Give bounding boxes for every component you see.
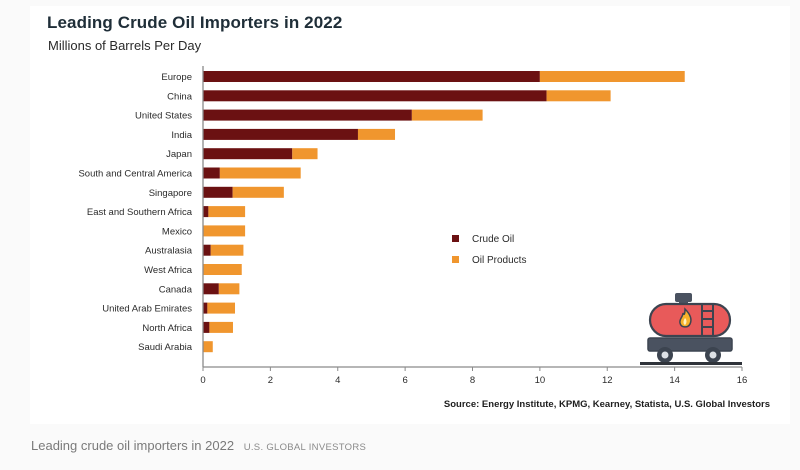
category-labels: Europe China United States India Japan South … [78, 72, 192, 353]
legend-swatch-oil-products [452, 256, 459, 263]
bar-oil-products [207, 302, 236, 314]
category-label: West Africa [144, 265, 193, 276]
caption-brand: U.S. GLOBAL INVESTORS [243, 442, 367, 453]
bar-oil-products [357, 128, 396, 140]
bar-oil-products [208, 206, 246, 218]
x-tick-label: 6 [402, 375, 407, 386]
x-tick-label: 10 [535, 375, 546, 386]
bar-oil-products [546, 90, 611, 102]
chart-subtitle: Millions of Barrels Per Day [48, 38, 202, 53]
chart-title: Leading Crude Oil Importers in 2022 [47, 13, 343, 32]
x-axis: 0 2 4 6 8 10 12 14 16 [200, 66, 747, 386]
bar-crude-oil [203, 128, 358, 140]
bar-oil-products [218, 283, 240, 295]
bar-oil-products [210, 244, 244, 256]
legend-label-oil-products: Oil Products [472, 255, 526, 266]
legend-swatch-crude-oil [452, 235, 459, 242]
x-tick-label: 16 [737, 375, 748, 386]
bar-crude-oil [203, 244, 211, 256]
bar-crude-oil [203, 283, 219, 295]
category-label: India [171, 130, 192, 141]
x-tick-label: 4 [335, 375, 340, 386]
category-label: Australasia [145, 246, 193, 257]
image-caption: Leading crude oil importers in 2022 U.S.… [31, 438, 366, 453]
category-label: Mexico [162, 226, 192, 237]
bar-crude-oil [203, 167, 220, 179]
legend: Crude Oil Oil Products [452, 234, 526, 266]
bar-crude-oil [203, 90, 547, 102]
bar-oil-products [292, 148, 318, 160]
category-label: United States [135, 111, 192, 122]
source-note: Source: Energy Institute, KPMG, Kearney,… [444, 399, 770, 410]
x-tick-label: 2 [268, 375, 273, 386]
caption-text: Leading crude oil importers in 2022 [31, 438, 235, 453]
bar-crude-oil [203, 321, 210, 333]
bar-crude-oil [203, 71, 540, 82]
category-label: East and Southern Africa [87, 207, 193, 218]
bar-crude-oil [203, 206, 209, 218]
bar-oil-products [209, 321, 233, 333]
bar-crude-oil [203, 148, 293, 160]
category-label: Japan [166, 149, 192, 160]
category-label: South and Central America [78, 169, 192, 180]
bars-group [203, 71, 685, 353]
bar-oil-products [203, 341, 213, 353]
x-tick-label: 14 [669, 375, 680, 386]
category-label: North Africa [142, 323, 192, 334]
x-tick-label: 8 [470, 375, 475, 386]
bar-oil-products [203, 264, 242, 275]
category-label: Europe [161, 72, 192, 83]
bar-oil-products [232, 186, 284, 198]
bar-crude-oil [203, 186, 233, 198]
legend-label-crude-oil: Crude Oil [472, 234, 514, 245]
category-label: Canada [159, 284, 193, 295]
category-label: China [167, 91, 193, 102]
bar-oil-products [539, 71, 685, 82]
x-tick-label: 12 [602, 375, 613, 386]
bar-crude-oil [203, 109, 412, 121]
bar-oil-products [219, 167, 301, 179]
oil-tanker-wagon-icon [640, 293, 742, 365]
x-tick-label: 0 [200, 375, 205, 386]
bar-crude-oil [203, 302, 208, 314]
bar-oil-products [411, 109, 483, 121]
bar-oil-products [203, 225, 246, 237]
category-label: United Arab Emirates [102, 304, 192, 315]
category-label: Singapore [149, 188, 192, 199]
category-label: Saudi Arabia [138, 342, 193, 353]
